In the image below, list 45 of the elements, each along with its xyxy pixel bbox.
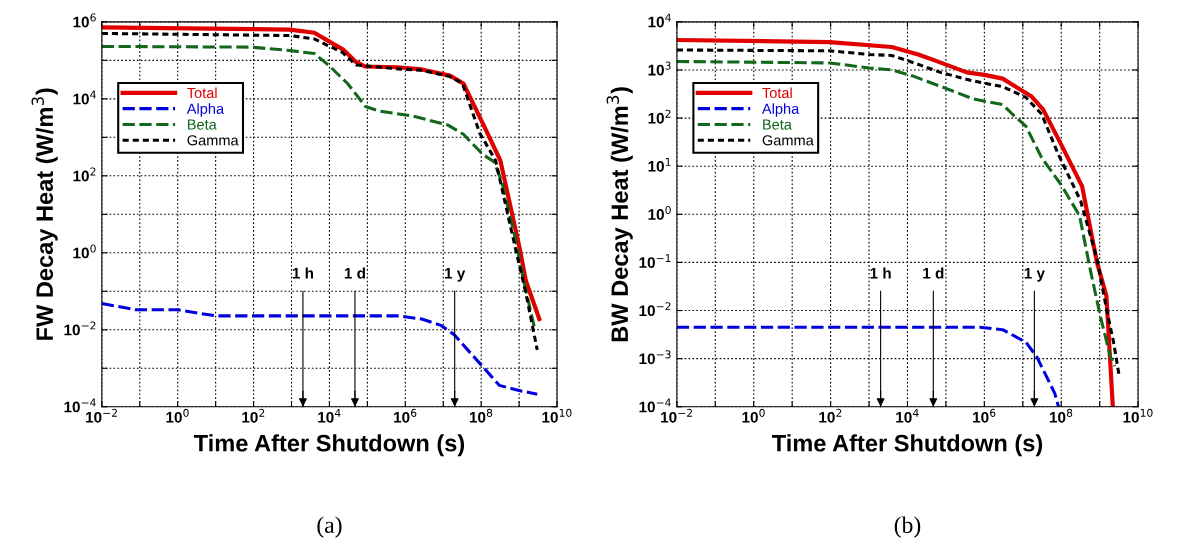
- y-axis-title: BW Decay Heat (W/m$^{3}$): [606, 87, 633, 342]
- x-tick-label: 10$^{10}$: [1123, 408, 1153, 423]
- ref-line-label: 1 h: [292, 267, 314, 279]
- y-tick-label: 10$^{3}$: [648, 61, 671, 76]
- x-tick-label: 10$^{0}$: [166, 408, 189, 423]
- y-tick-label: 10$^{4}$: [648, 13, 671, 28]
- legend-label: Alpha: [761, 103, 800, 117]
- y-tick-label: 10$^{−2}$: [64, 321, 96, 336]
- x-tick-label: 10$^{0}$: [742, 408, 765, 423]
- x-tick-label: 10$^{8}$: [469, 408, 493, 423]
- x-tick-label: 10$^{2}$: [819, 408, 842, 423]
- y-tick-label: 10$^{4}$: [73, 90, 96, 105]
- legend-label: Alpha: [186, 103, 225, 117]
- legend-label: Gamma: [762, 135, 814, 146]
- y-tick-label: 10$^{−3}$: [639, 350, 671, 365]
- legend-label: Beta: [187, 119, 217, 130]
- y-tick-label: 10$^{2}$: [73, 167, 96, 182]
- y-axis-title: FW Decay Heat (W/m$^{3}$): [31, 88, 58, 340]
- y-tick-label: 10$^{0}$: [73, 244, 96, 259]
- y-tick-label: 10$^{2}$: [648, 109, 671, 124]
- ref-line-label: 1 h: [870, 267, 891, 279]
- y-tick-label: 10$^{1}$: [648, 157, 671, 172]
- x-tick-label: 10$^{4}$: [318, 408, 341, 423]
- text: (b): [894, 516, 921, 538]
- legend-label: Gamma: [187, 135, 239, 146]
- y-tick-label: 10$^{6}$: [73, 13, 96, 28]
- legend-label: Total: [187, 87, 217, 99]
- x-tick-label: 10$^{8}$: [1049, 408, 1073, 423]
- ref-line-label: 1 y: [1024, 267, 1045, 282]
- x-tick-label: 10$^{6}$: [394, 408, 417, 423]
- x-tick-label: 10$^{2}$: [242, 408, 265, 423]
- ref-line-label: 1 d: [923, 267, 944, 279]
- legend-label: Beta: [763, 119, 792, 130]
- ref-line-label: 1 d: [344, 267, 365, 279]
- ref-line-label: 1 y: [445, 267, 466, 282]
- y-tick-label: 10$^{0}$: [648, 205, 671, 220]
- x-axis-title: Time After Shutdown (s): [771, 434, 1043, 457]
- y-tick-label: 10$^{−1}$: [639, 254, 671, 268]
- text: (a): [317, 516, 342, 538]
- x-tick-label: 10$^{10}$: [542, 408, 572, 423]
- x-tick-label: 10$^{6}$: [973, 408, 996, 423]
- x-axis-title: Time After Shutdown (s): [193, 434, 465, 457]
- legend-label: Total: [762, 87, 792, 99]
- x-tick-label: 10$^{4}$: [896, 408, 919, 423]
- y-tick-label: 10$^{−2}$: [639, 302, 671, 317]
